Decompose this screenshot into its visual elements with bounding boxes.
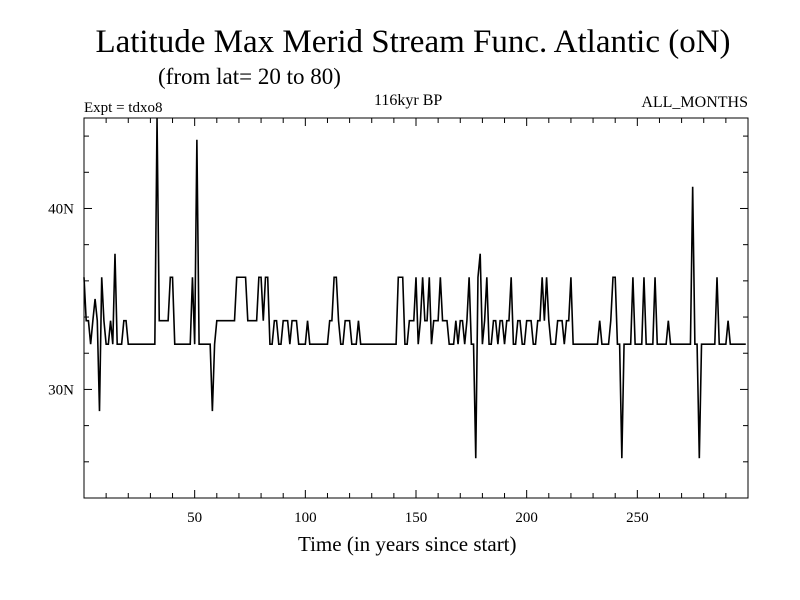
x-tick-label: 200 (515, 510, 538, 526)
series-line-0 (83, 117, 746, 459)
y-tick-label: 40N (48, 201, 74, 217)
months-label: ALL_MONTHS (641, 94, 748, 111)
period-label: 116kyr BP (374, 92, 443, 109)
x-tick-label: 50 (187, 510, 202, 526)
x-tick-label: 250 (626, 510, 649, 526)
x-axis-label: Time (in years since start) (298, 532, 517, 556)
chart-title: Latitude Max Merid Stream Func. Atlantic… (95, 24, 731, 60)
experiment-label: Expt = tdxo8 (84, 100, 163, 116)
chart-subtitle: (from lat= 20 to 80) (158, 64, 341, 89)
x-tick-label: 100 (294, 510, 317, 526)
plot-frame (83, 117, 749, 499)
y-tick-label: 30N (48, 382, 74, 398)
x-tick-label: 150 (405, 510, 428, 526)
